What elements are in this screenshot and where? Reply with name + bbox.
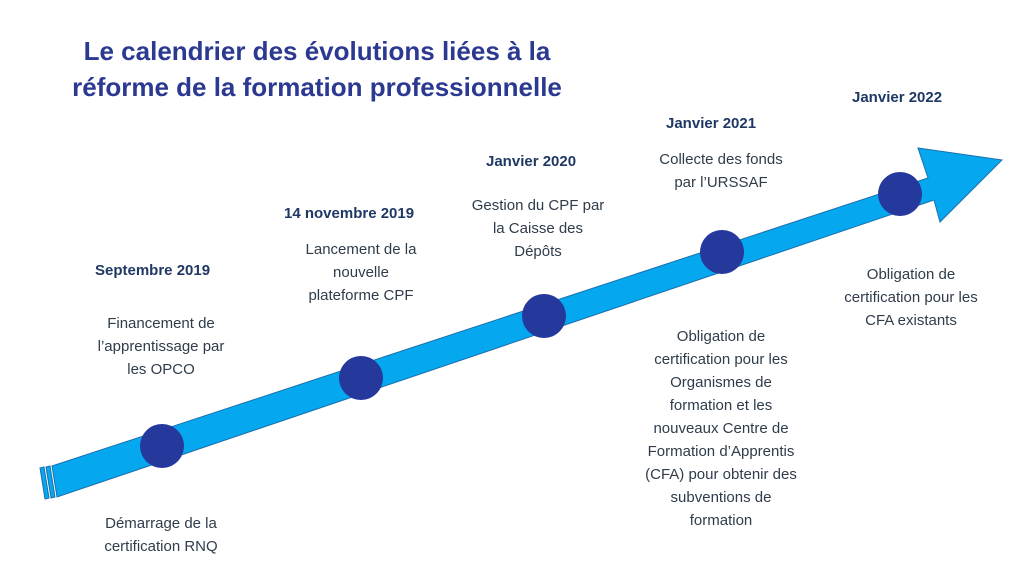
text-line: par l’URSSAF — [674, 174, 768, 191]
text-line: certification RNQ — [104, 538, 218, 555]
arrow-tail-stripe-2 — [45, 465, 56, 499]
title-line-1: Le calendrier des évolutions liées à la — [83, 36, 551, 66]
title-line-2: réforme de la formation professionnelle — [72, 72, 562, 102]
text-line: formation — [689, 512, 753, 529]
milestone-text-above: Financement de l’apprentissage par les O… — [80, 312, 242, 381]
milestone-dot-2 — [339, 356, 383, 400]
text-line: l’apprentissage par — [97, 338, 225, 355]
text-line: Gestion du CPF par — [471, 197, 605, 214]
milestone-text-above: Gestion du CPF par la Caisse des Dépôts — [458, 194, 618, 263]
text-line: plateforme CPF — [308, 287, 414, 304]
page-title: Le calendrier des évolutions liées à la … — [62, 33, 572, 105]
milestone-date: 14 novembre 2019 — [284, 205, 415, 222]
text-line: Obligation de — [866, 266, 956, 283]
text-line: certification pour les — [654, 351, 788, 368]
text-line: Démarrage de la — [105, 515, 217, 532]
milestone-date: Janvier 2020 — [486, 153, 577, 170]
milestone-dot-1 — [140, 424, 184, 468]
text-line: la Caisse des — [492, 220, 584, 237]
text-line: formation et les — [669, 397, 773, 414]
milestone-text-below: Obligation de certification pour les CFA… — [826, 263, 996, 332]
text-line: Obligation de — [676, 328, 766, 345]
text-line: Lancement de la — [305, 241, 417, 258]
milestone-dot-5 — [878, 172, 922, 216]
text-line: certification pour les — [844, 289, 978, 306]
text-line: nouvelle — [333, 264, 389, 281]
milestone-text-below: Démarrage de la certification RNQ — [80, 512, 242, 558]
milestone-text-above: Collecte des fonds par l’URSSAF — [636, 148, 806, 194]
milestone-date: Septembre 2019 — [95, 262, 211, 279]
text-line: CFA existants — [865, 312, 957, 329]
milestone-dot-4 — [700, 230, 744, 274]
text-line: subventions de — [670, 489, 772, 506]
text-line: (CFA) pour obtenir des — [645, 466, 797, 483]
text-line: Financement de — [107, 315, 215, 332]
text-line: Organismes de — [670, 374, 772, 391]
text-line: les OPCO — [127, 361, 195, 378]
arrow-tail-stripe-1 — [39, 466, 50, 500]
text-line: Formation d’Apprentis — [647, 443, 795, 460]
text-line: Collecte des fonds — [659, 151, 783, 168]
text-line: nouveaux Centre de — [653, 420, 789, 437]
milestone-dot-3 — [522, 294, 566, 338]
milestone-date: Janvier 2021 — [666, 115, 757, 132]
milestone-text-above: Lancement de la nouvelle plateforme CPF — [286, 238, 436, 307]
milestone-text-below: Obligation de certification pour les Org… — [636, 325, 806, 532]
milestone-date: Janvier 2022 — [852, 89, 943, 106]
text-line: Dépôts — [514, 243, 562, 260]
